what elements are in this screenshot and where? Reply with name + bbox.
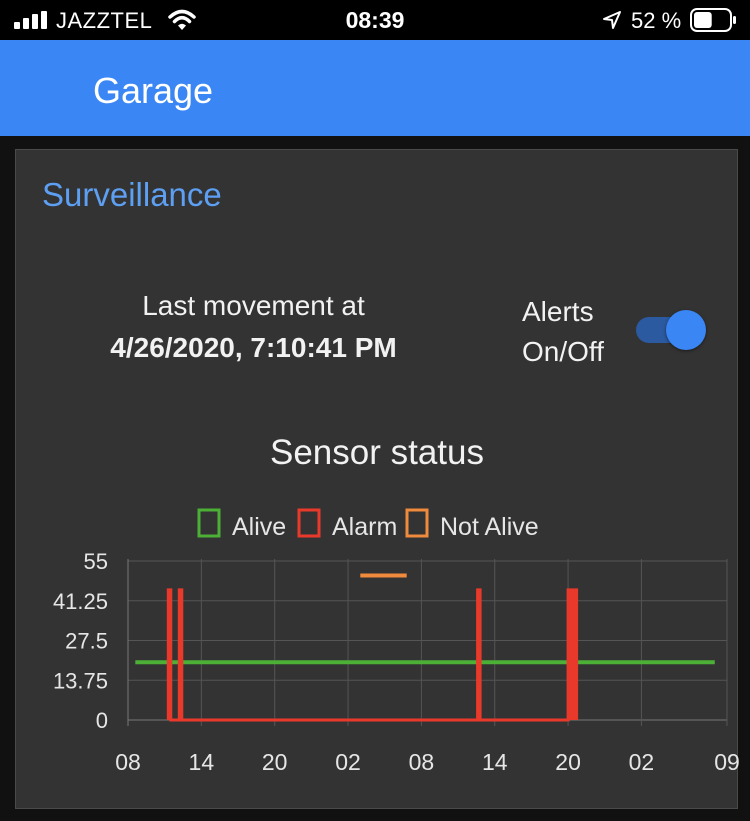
battery-percentage: 52 % bbox=[631, 8, 682, 33]
y-tick-label: 0 bbox=[96, 708, 108, 733]
page-title: Garage bbox=[93, 70, 214, 111]
y-tick-label: 27.5 bbox=[65, 629, 108, 654]
battery-icon bbox=[690, 8, 736, 32]
legend-item-not-alive[interactable]: Not Alive bbox=[405, 508, 539, 541]
y-tick-label: 13.75 bbox=[53, 668, 108, 693]
x-tick-label: 09 bbox=[714, 749, 739, 775]
last-movement-value: 4/26/2020, 7:10:41 PM bbox=[110, 332, 397, 363]
x-tick-label: 02 bbox=[629, 749, 655, 775]
alerts-toggle-thumb[interactable] bbox=[666, 310, 706, 350]
app-bar: Garage bbox=[0, 40, 750, 136]
last-movement-label: Last movement at bbox=[142, 290, 365, 321]
clock: 08:39 bbox=[345, 7, 405, 33]
card-title: Surveillance bbox=[42, 176, 222, 213]
x-axis-ticks: 08 14 20 02 08 14 20 02 09 bbox=[115, 749, 739, 775]
chart-series bbox=[135, 573, 715, 722]
sensor-status-chart: Sensor status Alive Alarm Not Alive 55 41.2… bbox=[53, 433, 739, 775]
alarm-bar bbox=[568, 589, 577, 720]
x-tick-label: 14 bbox=[189, 749, 215, 775]
signal-icon bbox=[14, 11, 47, 29]
y-tick-label: 55 bbox=[84, 549, 108, 574]
legend-label: Alarm bbox=[332, 513, 397, 541]
x-tick-label: 02 bbox=[335, 749, 361, 775]
surveillance-card: Surveillance Last movement at 4/26/2020,… bbox=[15, 149, 739, 809]
x-tick-label: 20 bbox=[262, 749, 288, 775]
alerts-label: Alerts On/Off bbox=[522, 292, 632, 372]
legend-label: Alive bbox=[232, 513, 286, 541]
legend-swatch bbox=[405, 508, 429, 538]
alerts-toggle[interactable] bbox=[636, 310, 708, 350]
x-tick-label: 20 bbox=[555, 749, 581, 775]
legend-item-alive[interactable]: Alive bbox=[197, 508, 286, 541]
status-bar: JAZZTEL 08:39 52 % bbox=[0, 0, 750, 40]
alerts-label-line1: Alerts bbox=[522, 296, 594, 327]
chart-title: Sensor status bbox=[270, 433, 484, 472]
x-tick-label: 08 bbox=[115, 749, 141, 775]
x-tick-label: 08 bbox=[409, 749, 435, 775]
x-tick-label: 14 bbox=[482, 749, 508, 775]
chart-grid bbox=[127, 559, 728, 726]
carrier-name: JAZZTEL bbox=[56, 8, 153, 33]
chart-legend: Alive Alarm Not Alive bbox=[197, 508, 539, 541]
y-tick-label: 41.25 bbox=[53, 589, 108, 614]
alerts-label-line2: On/Off bbox=[522, 336, 604, 367]
legend-item-alarm[interactable]: Alarm bbox=[297, 508, 397, 541]
last-movement: Last movement at 4/26/2020, 7:10:41 PM bbox=[56, 290, 451, 364]
legend-label: Not Alive bbox=[440, 513, 539, 541]
location-arrow-icon bbox=[603, 11, 621, 29]
wifi-icon bbox=[168, 9, 196, 30]
legend-swatch bbox=[297, 508, 321, 538]
series-line-alarm bbox=[166, 588, 579, 722]
y-axis-ticks: 55 41.25 27.5 13.75 0 bbox=[53, 549, 108, 733]
legend-swatch bbox=[197, 508, 221, 538]
